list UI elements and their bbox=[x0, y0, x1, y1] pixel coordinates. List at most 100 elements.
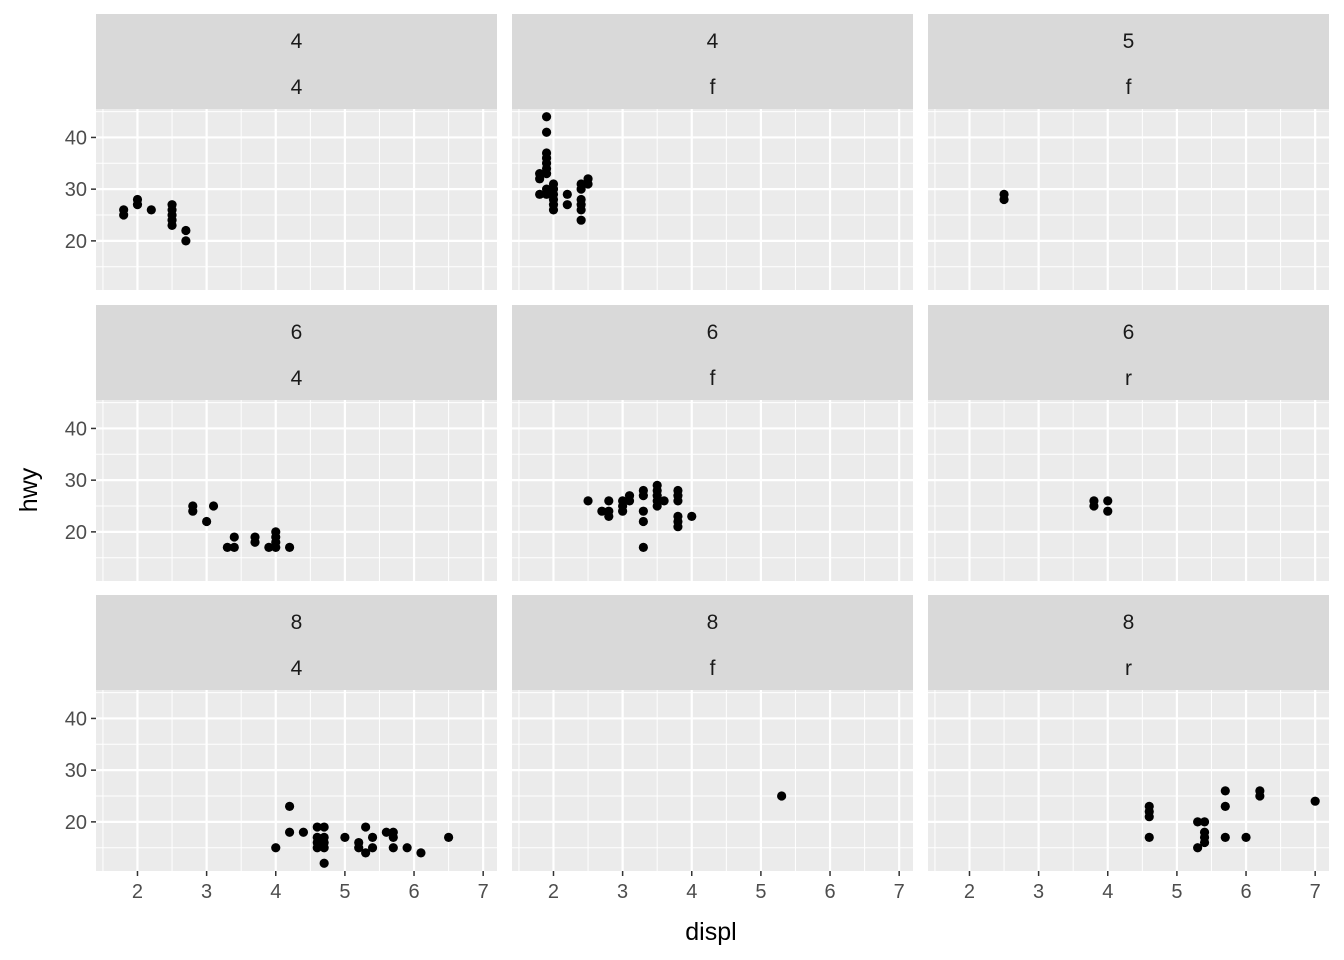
x-tick-label: 5 bbox=[1171, 881, 1182, 903]
data-point bbox=[638, 516, 648, 527]
data-point bbox=[638, 542, 648, 552]
data-point bbox=[1220, 786, 1230, 796]
data-point bbox=[562, 189, 572, 199]
x-tick-label: 6 bbox=[408, 881, 419, 903]
panel-background bbox=[512, 400, 913, 581]
y-axis-title: hwy bbox=[15, 467, 43, 512]
data-point bbox=[367, 843, 378, 853]
data-point bbox=[367, 832, 378, 842]
data-point bbox=[146, 205, 156, 215]
data-point bbox=[381, 827, 391, 837]
strip-label-cyl: 5 bbox=[1123, 30, 1135, 53]
strip-label-drv: f bbox=[1126, 76, 1132, 99]
facet-strip bbox=[512, 14, 913, 109]
data-point bbox=[1310, 796, 1320, 806]
facet-strip bbox=[96, 14, 497, 109]
data-point bbox=[541, 189, 552, 199]
data-point bbox=[535, 189, 545, 199]
panel-background bbox=[928, 690, 1329, 871]
data-point bbox=[1193, 843, 1203, 853]
data-point bbox=[167, 220, 177, 230]
facet-panel-6: 6r bbox=[928, 305, 1329, 581]
data-point bbox=[1199, 817, 1210, 827]
data-point bbox=[132, 200, 143, 210]
data-point bbox=[388, 832, 398, 842]
data-point bbox=[673, 522, 683, 532]
data-point bbox=[264, 542, 274, 552]
data-point bbox=[624, 496, 635, 506]
data-point bbox=[312, 822, 322, 832]
data-point bbox=[597, 506, 607, 516]
strip-label-cyl: 6 bbox=[291, 321, 303, 344]
strip-label-cyl: 8 bbox=[1123, 611, 1135, 634]
panel-background bbox=[96, 400, 497, 581]
data-point bbox=[202, 516, 212, 527]
strip-label-drv: 4 bbox=[291, 367, 303, 390]
x-tick-label: 3 bbox=[201, 881, 212, 903]
data-point bbox=[541, 112, 552, 122]
data-point bbox=[638, 491, 648, 501]
data-point bbox=[1255, 791, 1265, 801]
data-point bbox=[673, 496, 683, 506]
data-point bbox=[999, 194, 1009, 205]
data-point bbox=[181, 225, 191, 236]
y-tick-label: 30 bbox=[65, 760, 87, 782]
strip-label-drv: f bbox=[710, 657, 716, 680]
x-tick-label: 2 bbox=[964, 881, 975, 903]
panel-background bbox=[96, 109, 497, 290]
data-point bbox=[388, 843, 398, 853]
y-tick-label: 20 bbox=[65, 522, 87, 544]
facet-strip bbox=[928, 305, 1329, 400]
data-point bbox=[361, 848, 371, 858]
data-point bbox=[1089, 501, 1099, 511]
strip-label-cyl: 4 bbox=[707, 30, 719, 53]
x-tick-label: 2 bbox=[132, 881, 143, 903]
facet-strip bbox=[96, 305, 497, 400]
data-point bbox=[229, 542, 239, 552]
data-point bbox=[208, 501, 219, 511]
data-point bbox=[271, 843, 281, 853]
strip-label-drv: 4 bbox=[291, 657, 303, 680]
strip-label-cyl: 4 bbox=[291, 30, 303, 53]
facet-panel-4: 64 bbox=[96, 305, 497, 581]
panel-background bbox=[512, 109, 913, 290]
strip-label-cyl: 6 bbox=[707, 321, 719, 344]
x-tick-label: 3 bbox=[1033, 881, 1044, 903]
axes-layer: 20 30 40 20 30 40 20 30 40 2 3 4 5 6 7 2 3 4 5 6 7 2 3 4 5 6 7 bbox=[65, 127, 1321, 903]
strip-label-drv: r bbox=[1125, 367, 1132, 390]
data-point bbox=[541, 127, 552, 137]
x-tick-label: 4 bbox=[270, 881, 281, 903]
data-point bbox=[229, 532, 239, 542]
x-tick-label: 3 bbox=[617, 881, 628, 903]
strip-label-drv: f bbox=[710, 367, 716, 390]
data-point bbox=[284, 827, 295, 837]
y-tick-label: 20 bbox=[65, 812, 87, 834]
data-point bbox=[535, 174, 545, 184]
x-tick-label: 4 bbox=[686, 881, 697, 903]
data-point bbox=[340, 832, 350, 842]
data-point bbox=[618, 506, 628, 516]
data-point bbox=[583, 496, 593, 506]
x-tick-label: 7 bbox=[894, 881, 905, 903]
facet-panel-2: 4f bbox=[512, 14, 913, 290]
data-point bbox=[222, 542, 232, 552]
strip-label-drv: 4 bbox=[291, 76, 303, 99]
data-point bbox=[548, 205, 559, 215]
data-point bbox=[188, 506, 198, 516]
x-tick-label: 6 bbox=[1240, 881, 1251, 903]
data-point bbox=[181, 236, 191, 246]
data-point bbox=[1103, 496, 1113, 506]
strip-label-drv: f bbox=[710, 76, 716, 99]
x-tick-label: 2 bbox=[548, 881, 559, 903]
data-point bbox=[312, 843, 322, 853]
data-point bbox=[444, 832, 454, 842]
x-tick-label: 4 bbox=[1102, 881, 1113, 903]
x-tick-label: 5 bbox=[755, 881, 766, 903]
data-point bbox=[361, 822, 371, 832]
data-point bbox=[576, 184, 586, 194]
panel-background bbox=[512, 690, 913, 871]
facet-panel-8: 8f bbox=[512, 595, 913, 871]
data-point bbox=[119, 210, 129, 220]
y-tick-label: 40 bbox=[65, 418, 87, 440]
